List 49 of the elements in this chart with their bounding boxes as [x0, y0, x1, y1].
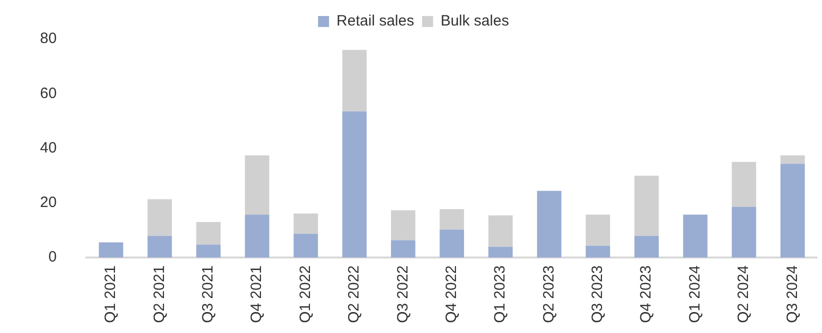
bar	[488, 246, 513, 258]
y-tick-label: 80	[40, 30, 57, 48]
y-tick-label: 40	[40, 139, 57, 156]
bar	[148, 199, 172, 236]
bar	[294, 213, 318, 234]
bar	[780, 155, 805, 164]
y-tick-label: 0	[48, 248, 57, 266]
bar	[148, 236, 172, 258]
bar	[196, 222, 221, 245]
x-tick-label: Q1 2024	[686, 265, 704, 323]
x-tick-label: Q3 2024	[784, 265, 801, 323]
bar	[390, 240, 416, 258]
x-tick-label: Q1 2022	[296, 265, 314, 323]
x-tick-label: Q2 2021	[150, 265, 168, 323]
bar	[586, 214, 610, 246]
bar	[634, 236, 659, 258]
bar	[244, 214, 270, 258]
x-tick-label: Q4 2021	[248, 265, 266, 323]
bar	[342, 111, 367, 258]
y-tick-label: 60	[40, 84, 57, 102]
bar	[294, 234, 318, 258]
legend-label: Retail sales	[336, 12, 414, 30]
bar	[440, 230, 464, 258]
legend-label: Bulk sales	[440, 12, 509, 30]
bar	[634, 176, 659, 236]
bar	[440, 209, 464, 230]
bar	[196, 244, 221, 258]
bar	[342, 50, 367, 112]
y-tick-label: 20	[40, 194, 57, 211]
bar	[98, 242, 124, 258]
x-tick-label: Q2 2023	[540, 265, 558, 323]
bar	[586, 246, 610, 258]
x-tick-label: Q2 2024	[735, 265, 752, 323]
bar	[244, 155, 270, 215]
bar	[488, 215, 513, 247]
x-tick-label: Q2 2022	[346, 265, 363, 323]
bar	[390, 210, 416, 240]
bar	[732, 162, 756, 207]
bar	[683, 214, 708, 258]
x-tick-label: Q3 2023	[589, 265, 606, 323]
x-tick-label: Q1 2023	[492, 265, 509, 323]
bar	[732, 206, 756, 258]
bar	[780, 164, 805, 258]
x-tick-label: Q3 2021	[200, 265, 217, 323]
x-tick-label: Q4 2023	[638, 265, 655, 323]
x-tick-label: Q3 2022	[394, 265, 412, 323]
bar	[537, 190, 562, 258]
x-tick-label: Q1 2021	[102, 265, 120, 323]
x-tick-label: Q4 2022	[442, 265, 460, 323]
